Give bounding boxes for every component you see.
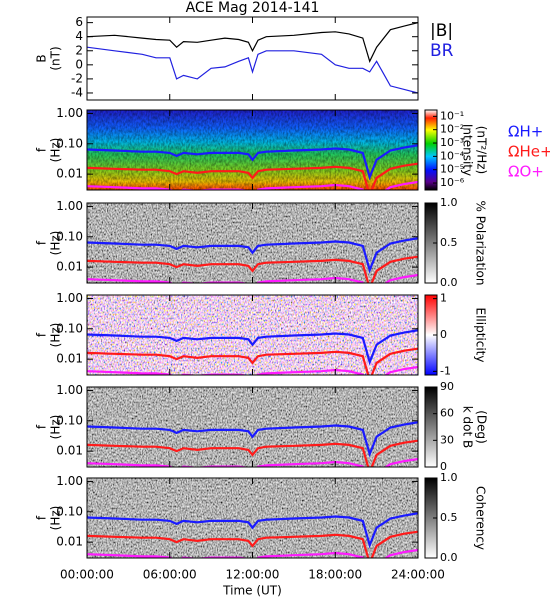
colorbar-tick-label: 1.0 [440,471,458,484]
x-tick-label: 18:00:00 [308,568,362,582]
y-tick-label: 1.00 [56,106,83,120]
y-tick-label: 0 [75,57,83,71]
x-axis-label: Time (UT) [222,584,282,598]
y-tick-label: 0.01 [56,260,83,274]
data-line [87,255,418,283]
data-line [87,347,418,375]
y-tick-label: 1.00 [56,474,83,488]
x-tick-label: 00:00:00 [60,568,114,582]
y-axis-label: f [35,424,49,429]
data-line [87,439,418,467]
data-line [87,46,418,94]
series-group [87,22,418,94]
y-tick-label: 1.00 [56,199,83,213]
colorbar-tick-label: 10⁻⁴ [440,149,465,162]
x-tick-label: 24:00:00 [391,568,445,582]
data-line [87,22,418,63]
y-tick-label: 6 [75,15,83,29]
colorbar-label: Coherency [474,486,488,550]
colorbar-label: % Polarization [474,201,488,286]
x-tick-label: 06:00:00 [143,568,197,582]
y-axis-label: (Hz) [49,231,63,256]
colorbar-tick-label: 0.5 [440,511,458,524]
y-tick-label: 4 [75,29,83,43]
colorbar-tick-label: 0.0 [440,276,458,289]
y-axis-label: (Hz) [49,138,63,163]
colorbar-tick-label: 30 [440,433,454,446]
y-tick-label: -2 [71,71,83,85]
y-axis-label: (nT) [49,46,63,70]
y-axis-label: f [35,147,49,152]
colorbar-tick-label: 60 [440,407,454,420]
chart-title: ACE Mag 2014-141 [186,0,320,16]
data-line [87,329,418,366]
colorbar-tick-label: 90 [440,380,454,393]
colorbar [424,109,438,191]
y-axis-label: f [35,240,49,245]
colorbar-tick-label: -1 [440,364,451,377]
colorbar-tick-label: 10⁻² [440,123,464,136]
colorbar-tick-label: 0 [440,460,447,473]
y-tick-label: 0.01 [56,167,83,181]
y-axis-label: (Hz) [49,506,63,531]
y-axis-label: B [35,54,49,62]
y-tick-label: -4 [71,85,83,99]
colorbar [424,386,438,468]
legend-label: ΩHe+ [508,143,550,161]
y-tick-label: 0.10 [56,136,83,150]
y-tick-label: 1.00 [56,383,83,397]
y-tick-label: 0.01 [56,535,83,549]
legend-label: ΩO+ [508,163,544,181]
y-tick-label: 1.00 [56,291,83,305]
y-tick-label: 0.01 [56,444,83,458]
colorbar-tick-label: 10⁻⁵ [440,163,464,176]
colorbar-tick-label: 0.5 [440,236,458,249]
data-line [87,162,418,190]
legend-label: ΩH+ [508,123,543,141]
data-line [87,421,418,458]
colorbar-tick-label: 1.0 [440,196,458,209]
y-axis-label: f [35,515,49,520]
y-tick-label: 0.01 [56,352,83,366]
data-line [87,237,418,274]
colorbar-tick-label: 0 [440,328,447,341]
colorbar-tick-label: 1 [440,292,447,305]
y-tick-label: 2 [75,43,83,57]
colorbar-tick-label: 10⁻³ [440,136,464,149]
x-tick-label: 12:00:00 [226,568,280,582]
colorbar-label: Ellipticity [474,308,488,363]
y-axis-label: f [35,332,49,337]
data-line [87,512,418,549]
data-line [87,530,418,558]
colorbar-tick-label: 10⁻¹ [440,109,464,122]
y-tick-label: 0.10 [56,413,83,427]
y-axis-label: (Hz) [49,323,63,348]
legend-label: |B| [430,21,453,41]
colorbar-label: (Deg) [475,410,489,444]
y-tick-label: 0.10 [56,229,83,243]
y-tick-label: 0.10 [56,321,83,335]
legend-label: BR [430,41,454,61]
colorbar-label: Intensity [461,124,475,176]
colorbar-label: k dot B [461,406,475,448]
colorbar-label: (nT²/Hz) [475,126,489,174]
data-line [87,144,418,181]
y-axis-label: (Hz) [49,415,63,440]
y-tick-label: 0.10 [56,504,83,518]
colorbar-tick-label: 10⁻⁶ [440,176,465,189]
colorbar-tick-label: 0.0 [440,551,458,564]
